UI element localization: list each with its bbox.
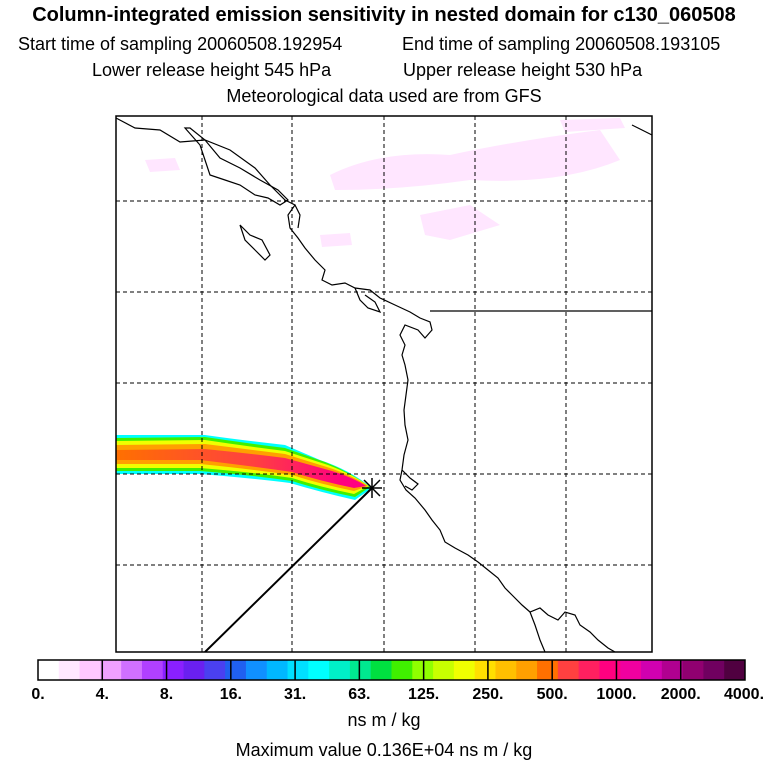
colorbar-swatch <box>245 660 268 680</box>
lower-release-height-label: Lower release height 545 hPa <box>92 60 332 80</box>
colorbar-tick-label: 8. <box>159 686 174 703</box>
colorbar-swatch <box>329 660 351 680</box>
colorbar-tick-label: 31. <box>283 686 307 703</box>
colorbar-tick-label: 1000. <box>596 686 637 703</box>
colorbar-swatch <box>121 660 143 680</box>
colorbar-swatch <box>516 660 538 680</box>
lat-lon-grid <box>116 116 652 652</box>
colorbar-swatch <box>266 660 289 680</box>
colorbar-swatch <box>100 660 122 680</box>
colorbar-swatch <box>162 660 185 680</box>
colorbar-swatch <box>370 660 392 680</box>
end-time-label: End time of sampling 20060508.193105 <box>402 34 721 54</box>
colorbar-swatch <box>287 660 309 680</box>
colorbar-swatch <box>724 660 746 680</box>
colorbar-swatch <box>225 660 247 680</box>
colorbar-swatch <box>308 660 330 680</box>
colorbar-swatch <box>599 660 621 680</box>
colorbar-swatch <box>141 660 164 680</box>
sensitivity-plume <box>116 435 372 500</box>
map-frame <box>115 115 653 653</box>
low-sensitivity-patches <box>145 118 625 247</box>
colorbar-swatch <box>453 660 476 680</box>
colorbar-swatch <box>495 660 517 680</box>
colorbar-tick-label: 63. <box>348 686 371 703</box>
upper-release-height-label: Upper release height 530 hPa <box>403 60 643 80</box>
colorbar <box>37 659 746 681</box>
colorbar-tick-label: 250. <box>472 686 504 703</box>
plot-title: Column-integrated emission sensitivity i… <box>32 4 736 26</box>
release-point-icon <box>362 478 382 498</box>
flight-track <box>204 487 373 652</box>
colorbar-tick-label: 4. <box>95 686 109 703</box>
colorbar-units: ns m / kg <box>347 710 421 730</box>
colorbar-border <box>37 659 746 681</box>
colorbar-swatch <box>537 660 559 680</box>
colorbar-swatch <box>641 660 663 680</box>
colorbar-tick-label: 0. <box>31 686 45 703</box>
colorbar-swatch <box>349 660 372 680</box>
start-time-label: Start time of sampling 20060508.192954 <box>18 34 343 54</box>
colorbar-swatch <box>682 660 704 680</box>
colorbar-swatch <box>58 660 81 680</box>
maximum-value-label: Maximum value 0.136E+04 ns m / kg <box>235 740 533 760</box>
colorbar-swatch <box>474 660 496 680</box>
colorbar-swatch <box>557 660 580 680</box>
colorbar-tick-label: 4000. <box>723 686 765 703</box>
coastline <box>116 117 652 652</box>
colorbar-swatch <box>204 660 226 680</box>
colorbar-swatch <box>183 660 205 680</box>
colorbar-tick-label: 2000. <box>660 686 701 703</box>
colorbar-swatch <box>391 660 413 680</box>
met-data-label: Meteorological data used are from GFS <box>226 86 542 106</box>
colorbar-swatch <box>38 660 60 680</box>
colorbar-swatch <box>433 660 455 680</box>
colorbar-swatch <box>661 660 684 680</box>
colorbar-tick-label: 500. <box>536 686 568 703</box>
colorbar-tick-label: 16. <box>219 686 242 703</box>
colorbar-swatch <box>620 660 642 680</box>
colorbar-tick-label: 125. <box>408 686 440 703</box>
colorbar-swatch <box>79 660 101 680</box>
colorbar-swatch <box>703 660 725 680</box>
colorbar-swatch <box>578 660 600 680</box>
